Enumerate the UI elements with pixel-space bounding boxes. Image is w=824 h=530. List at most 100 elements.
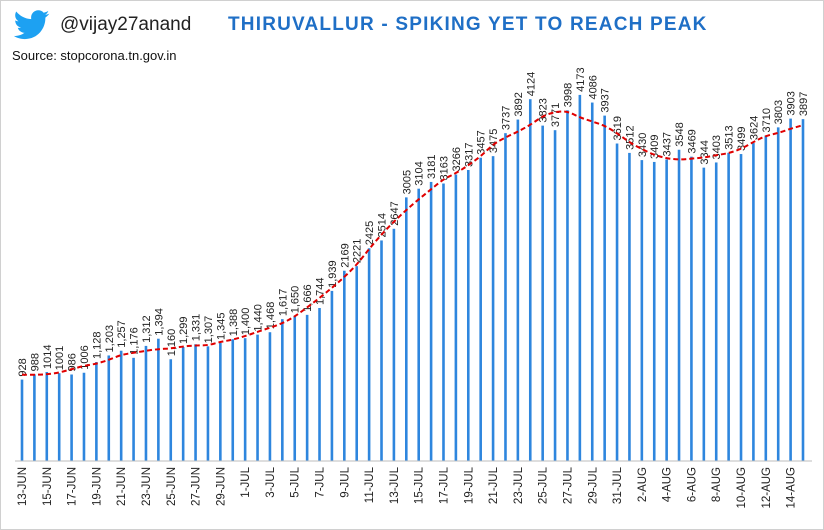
- x-tick-label: 19-JUN: [91, 467, 103, 506]
- value-label: 1,312: [141, 315, 153, 343]
- value-label: 4086: [587, 75, 599, 99]
- value-label: 1,203: [104, 325, 116, 353]
- x-tick-label: 27-JUN: [191, 467, 203, 506]
- bar-11-Jul: [367, 248, 371, 461]
- x-tick-label: 11-JUL: [364, 466, 376, 503]
- value-label: 3892: [513, 92, 525, 116]
- value-label: 3403: [711, 135, 723, 159]
- x-tick-label: 7-JUL: [315, 466, 327, 497]
- value-label: 986: [67, 353, 79, 371]
- value-label: 1,345: [215, 312, 227, 340]
- bar-19-Jul: [466, 170, 470, 461]
- value-label: 1,617: [277, 289, 289, 317]
- x-tick-label: 1-JUL: [240, 466, 252, 497]
- x-tick-label: 29-JUN: [215, 467, 227, 506]
- value-label: 3624: [748, 116, 760, 140]
- value-label: 3937: [600, 88, 612, 112]
- x-tick-label: 10-AUG: [736, 467, 748, 509]
- x-tick-label: 17-JUN: [67, 467, 79, 506]
- bar-7-Aug: [702, 167, 706, 461]
- value-label: 3181: [426, 154, 438, 178]
- bar-9-Jul: [343, 270, 346, 461]
- value-label: 3548: [674, 122, 686, 146]
- x-tick-label: 29-JUL: [587, 466, 599, 504]
- bar-31-Jul: [615, 143, 619, 461]
- value-label: 1,394: [153, 308, 165, 336]
- bar-22-Jun: [132, 357, 135, 461]
- value-label: 1014: [42, 345, 54, 369]
- value-label: 3499: [736, 127, 748, 151]
- bar-3-Jul: [268, 332, 272, 461]
- value-label: 2221: [352, 239, 364, 263]
- x-tick-label: 4-AUG: [662, 467, 674, 502]
- bar-4-Aug: [665, 159, 668, 462]
- bar-18-Jul: [454, 174, 458, 462]
- x-tick-label: 23-JUN: [141, 467, 153, 506]
- x-tick-label: 31-JUL: [612, 466, 624, 504]
- bar-24-Jun: [157, 338, 160, 461]
- bar-27-Jul: [566, 110, 569, 462]
- value-label: 3163: [438, 156, 450, 180]
- bar-25-Jul: [541, 125, 544, 462]
- value-label: 1,440: [253, 304, 265, 332]
- value-label: 1,331: [191, 314, 203, 342]
- value-label: 928: [17, 358, 29, 376]
- bar-16-Jul: [429, 181, 433, 461]
- value-label: 3512: [624, 125, 636, 149]
- value-label: 3457: [476, 130, 488, 154]
- bar-12-Jul: [380, 240, 383, 461]
- x-tick-label: 15-JUL: [414, 466, 426, 504]
- bar-12-Aug: [764, 135, 768, 461]
- bar-1-Jul: [243, 338, 247, 461]
- bar-15-Jun: [45, 372, 49, 461]
- value-label: 3823: [538, 98, 550, 122]
- value-label: 2425: [364, 221, 376, 245]
- value-labels-layer: 928 988 1014 1001 986 1006 1,128 1,203 1,257 1,17…: [17, 67, 810, 376]
- x-tick-label: 21-JUN: [116, 467, 128, 506]
- x-tick-label: 6-AUG: [686, 467, 698, 502]
- bar-2-Aug: [640, 160, 644, 461]
- value-label: 1,468: [265, 302, 277, 330]
- source-text: Source: stopcorona.tn.gov.in: [12, 48, 177, 63]
- value-label: 2647: [389, 201, 401, 225]
- value-label: 1,307: [203, 316, 215, 344]
- x-tick-label: 8-AUG: [711, 467, 723, 502]
- value-label: 1,176: [129, 327, 141, 355]
- bar-10-Jul: [355, 266, 359, 461]
- value-label: 3409: [649, 134, 661, 158]
- value-label: 3737: [500, 106, 512, 130]
- bar-11-Aug: [752, 143, 755, 461]
- value-label: 3897: [798, 92, 810, 116]
- value-label: 3513: [724, 125, 736, 149]
- bar-18-Jun: [82, 372, 86, 461]
- value-label: 1,128: [91, 332, 103, 360]
- bars-layer: [20, 94, 805, 462]
- twitter-handle: @vijay27anand: [60, 14, 192, 35]
- bar-26-Jul: [553, 130, 557, 461]
- value-label: 4173: [575, 67, 587, 91]
- x-tick-label: 19-JUL: [463, 466, 475, 504]
- x-tick-label: 14-AUG: [786, 467, 798, 509]
- bar-15-Aug: [801, 119, 805, 461]
- bar-22-Jul: [504, 133, 507, 461]
- bar-10-Aug: [739, 154, 743, 462]
- x-tick-label: 17-JUL: [438, 466, 450, 504]
- value-label: 3771: [550, 103, 562, 127]
- x-tick-label: 21-JUL: [488, 466, 500, 504]
- bar-27-Jun: [194, 344, 197, 461]
- bar-30-Jul: [603, 115, 606, 462]
- bar-28-Jul: [578, 94, 582, 461]
- bar-21-Jul: [491, 156, 495, 461]
- chart-title: THIRUVALLUR - SPIKING YET TO REACH PEAK: [228, 14, 708, 35]
- value-label: 3005: [401, 170, 413, 194]
- value-label: 1,160: [166, 329, 178, 357]
- twitter-bird-icon: [14, 10, 50, 40]
- bar-5-Aug: [677, 149, 681, 462]
- x-tick-label: 15-JUN: [42, 467, 54, 506]
- value-label: 3266: [451, 147, 463, 171]
- value-label: 1,257: [116, 320, 128, 348]
- trend-line: [22, 110, 804, 376]
- bar-14-Jun: [33, 374, 36, 461]
- x-tick-label: 23-JUL: [513, 466, 525, 504]
